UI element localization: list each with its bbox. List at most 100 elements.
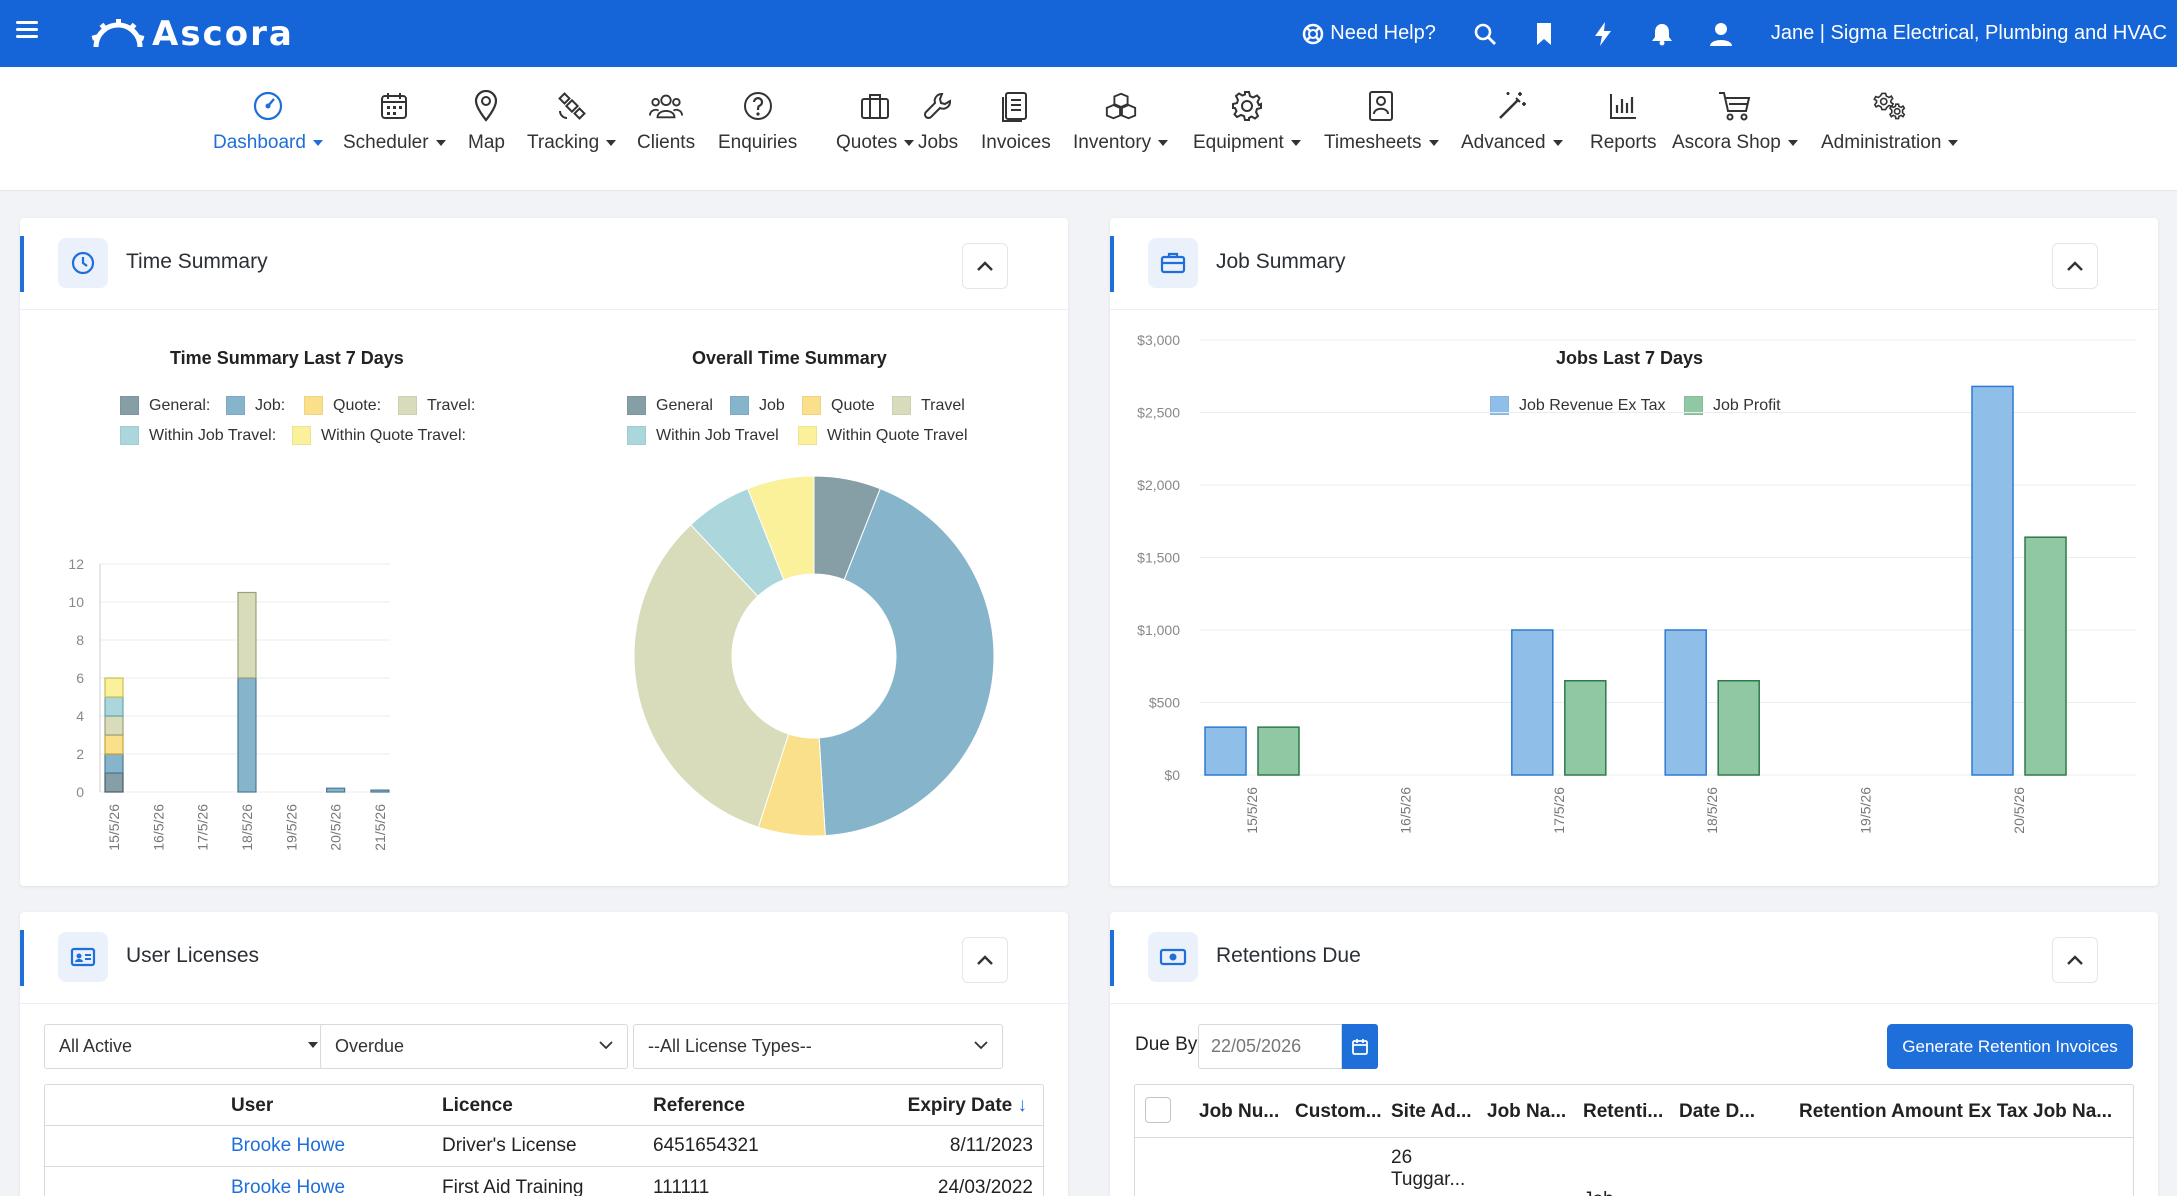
retentions-due-panel: Retentions Due Due By 22/05/2026 Generat…: [1110, 912, 2158, 1196]
col-site-address[interactable]: Site Ad...: [1391, 1101, 1472, 1122]
license-row-expiry: 24/03/2022: [937, 1177, 1033, 1196]
bar: [2024, 536, 2067, 776]
nav-timesheets[interactable]: Timesheets: [1324, 89, 1439, 154]
legend-travel[interactable]: Travel:: [398, 396, 475, 415]
nav-enquiries[interactable]: Enquiries: [718, 89, 797, 154]
due-by-label: Due By: [1135, 1034, 1198, 1055]
nav-advanced[interactable]: Advanced: [1461, 89, 1563, 154]
job-summary-collapse-button[interactable]: [2052, 243, 2098, 289]
x-tick-label: 15/5/26: [1244, 787, 1260, 834]
user-licenses-panel: User Licenses All Active Overdue --All L…: [20, 912, 1068, 1196]
license-row-user-link[interactable]: Brooke Howe: [231, 1177, 346, 1196]
bar-segment: [104, 715, 124, 736]
user-icon[interactable]: [1708, 21, 1734, 47]
pie-legend-travel[interactable]: Travel: [892, 396, 965, 415]
pie-legend-within-quote-travel[interactable]: Within Quote Travel: [798, 426, 968, 445]
dashboard-icon: [251, 89, 285, 123]
pie-legend-quote[interactable]: Quote: [802, 396, 875, 415]
menu-icon[interactable]: [16, 21, 38, 39]
y-tick-label: 2: [76, 746, 84, 762]
col-job-number[interactable]: Job Nu...: [1199, 1101, 1280, 1122]
lifebuoy-icon: [1303, 23, 1324, 44]
legend-within-job-travel[interactable]: Within Job Travel:: [120, 426, 276, 445]
bookmark-icon[interactable]: [1531, 21, 1557, 47]
lightning-icon[interactable]: [1590, 21, 1616, 47]
nav-equipment[interactable]: Equipment: [1193, 89, 1301, 154]
nav-quotes[interactable]: Quotes: [836, 89, 915, 154]
legend-within-quote-travel[interactable]: Within Quote Travel:: [292, 426, 466, 445]
nav-clients[interactable]: Clients: [637, 89, 695, 154]
map-pin-icon: [469, 89, 503, 123]
chevron-up-icon: [977, 261, 993, 271]
col-reference[interactable]: Reference: [653, 1095, 745, 1116]
time-summary-panel: Time Summary Time Summary Last 7 Days Ge…: [20, 218, 1068, 886]
nav-reports[interactable]: Reports: [1590, 89, 1657, 154]
calendar-icon: [377, 89, 411, 123]
bell-icon[interactable]: [1649, 21, 1675, 47]
nav-ascora-shop[interactable]: Ascora Shop: [1672, 89, 1798, 154]
pie-legend-within-job-travel[interactable]: Within Job Travel: [627, 426, 779, 445]
legend-quote[interactable]: Quote:: [304, 396, 381, 415]
nav-scheduler[interactable]: Scheduler: [343, 89, 446, 154]
y-tick-label: 6: [76, 670, 84, 686]
row-site-line2: Tuggar...: [1391, 1169, 1466, 1190]
x-tick-label: 16/5/26: [1397, 787, 1413, 834]
top-bar: Ascora Need Help? Jane | Sigma Electrica…: [0, 0, 2177, 67]
y-tick-label: 8: [76, 632, 84, 648]
clients-icon: [649, 89, 684, 123]
col-user[interactable]: User: [231, 1095, 274, 1116]
nav-invoices[interactable]: Invoices: [981, 89, 1051, 154]
bar: [1717, 680, 1760, 776]
nav-inventory[interactable]: Inventory: [1073, 89, 1169, 154]
legend-job[interactable]: Job:: [226, 396, 285, 415]
user-company-label[interactable]: Jane | Sigma Electrical, Plumbing and HV…: [1770, 22, 2167, 44]
calendar-button[interactable]: [1342, 1024, 1378, 1069]
select-all-checkbox[interactable]: [1145, 1097, 1171, 1123]
legend-general[interactable]: General:: [120, 396, 210, 415]
chevron-up-icon: [2067, 261, 2083, 271]
bar-segment: [326, 787, 346, 793]
license-row-user-link[interactable]: Brooke Howe: [231, 1135, 346, 1156]
pie-legend-job[interactable]: Job: [730, 396, 785, 415]
license-status-select[interactable]: All Active: [44, 1024, 333, 1069]
pie-legend-general[interactable]: General: [627, 396, 713, 415]
nav-jobs[interactable]: Jobs: [918, 89, 958, 154]
col-licence[interactable]: Licence: [442, 1095, 513, 1116]
time-pie-chart: [633, 475, 995, 837]
pie-chart-title: Overall Time Summary: [692, 348, 887, 368]
col-date-due[interactable]: Date D...: [1679, 1101, 1756, 1122]
nav-dashboard[interactable]: Dashboard: [213, 89, 323, 154]
bar-segment: [237, 591, 257, 679]
generate-retention-invoices-button[interactable]: Generate Retention Invoices: [1887, 1024, 2133, 1069]
col-customer[interactable]: Custom...: [1295, 1101, 1382, 1122]
need-help-link[interactable]: Need Help?: [1302, 22, 1436, 45]
due-by-date-input[interactable]: 22/05/2026: [1198, 1024, 1342, 1069]
chevron-up-icon: [2067, 955, 2083, 965]
nav-administration-label: Administration: [1821, 132, 1942, 153]
nav-administration[interactable]: Administration: [1821, 89, 1959, 154]
license-row-reference: 111111: [653, 1177, 710, 1196]
nav-tracking[interactable]: Tracking: [527, 89, 617, 154]
col-expiry-date[interactable]: Expiry Date ↓: [907, 1095, 1027, 1116]
legend-job-profit[interactable]: Job Profit: [1684, 396, 1781, 415]
col-job-name[interactable]: Job Na...: [1487, 1101, 1567, 1122]
retentions-collapse-button[interactable]: [2052, 937, 2098, 983]
money-icon: [1148, 932, 1198, 982]
time-summary-collapse-button[interactable]: [962, 243, 1008, 289]
license-type-select[interactable]: --All License Types--: [633, 1024, 1003, 1069]
search-icon[interactable]: [1472, 21, 1498, 47]
col-retention-type[interactable]: Retenti...: [1583, 1101, 1664, 1122]
bar: [1511, 629, 1554, 776]
logo[interactable]: Ascora: [90, 14, 294, 54]
nav-invoices-label: Invoices: [981, 132, 1051, 153]
nav-map[interactable]: Map: [468, 89, 505, 154]
col-retention-amount[interactable]: Retention Amount Ex Tax: [1799, 1101, 2029, 1122]
user-licenses-collapse-button[interactable]: [962, 937, 1008, 983]
x-tick-label: 18/5/26: [1704, 787, 1720, 834]
col-job-name-2[interactable]: Job Na...: [2033, 1101, 2113, 1122]
satellite-icon: [555, 89, 589, 123]
clock-icon: [58, 238, 108, 288]
legend-job-revenue[interactable]: Job Revenue Ex Tax: [1490, 396, 1665, 415]
license-due-select[interactable]: Overdue: [320, 1024, 628, 1069]
nav-ascora-shop-label: Ascora Shop: [1672, 132, 1781, 153]
